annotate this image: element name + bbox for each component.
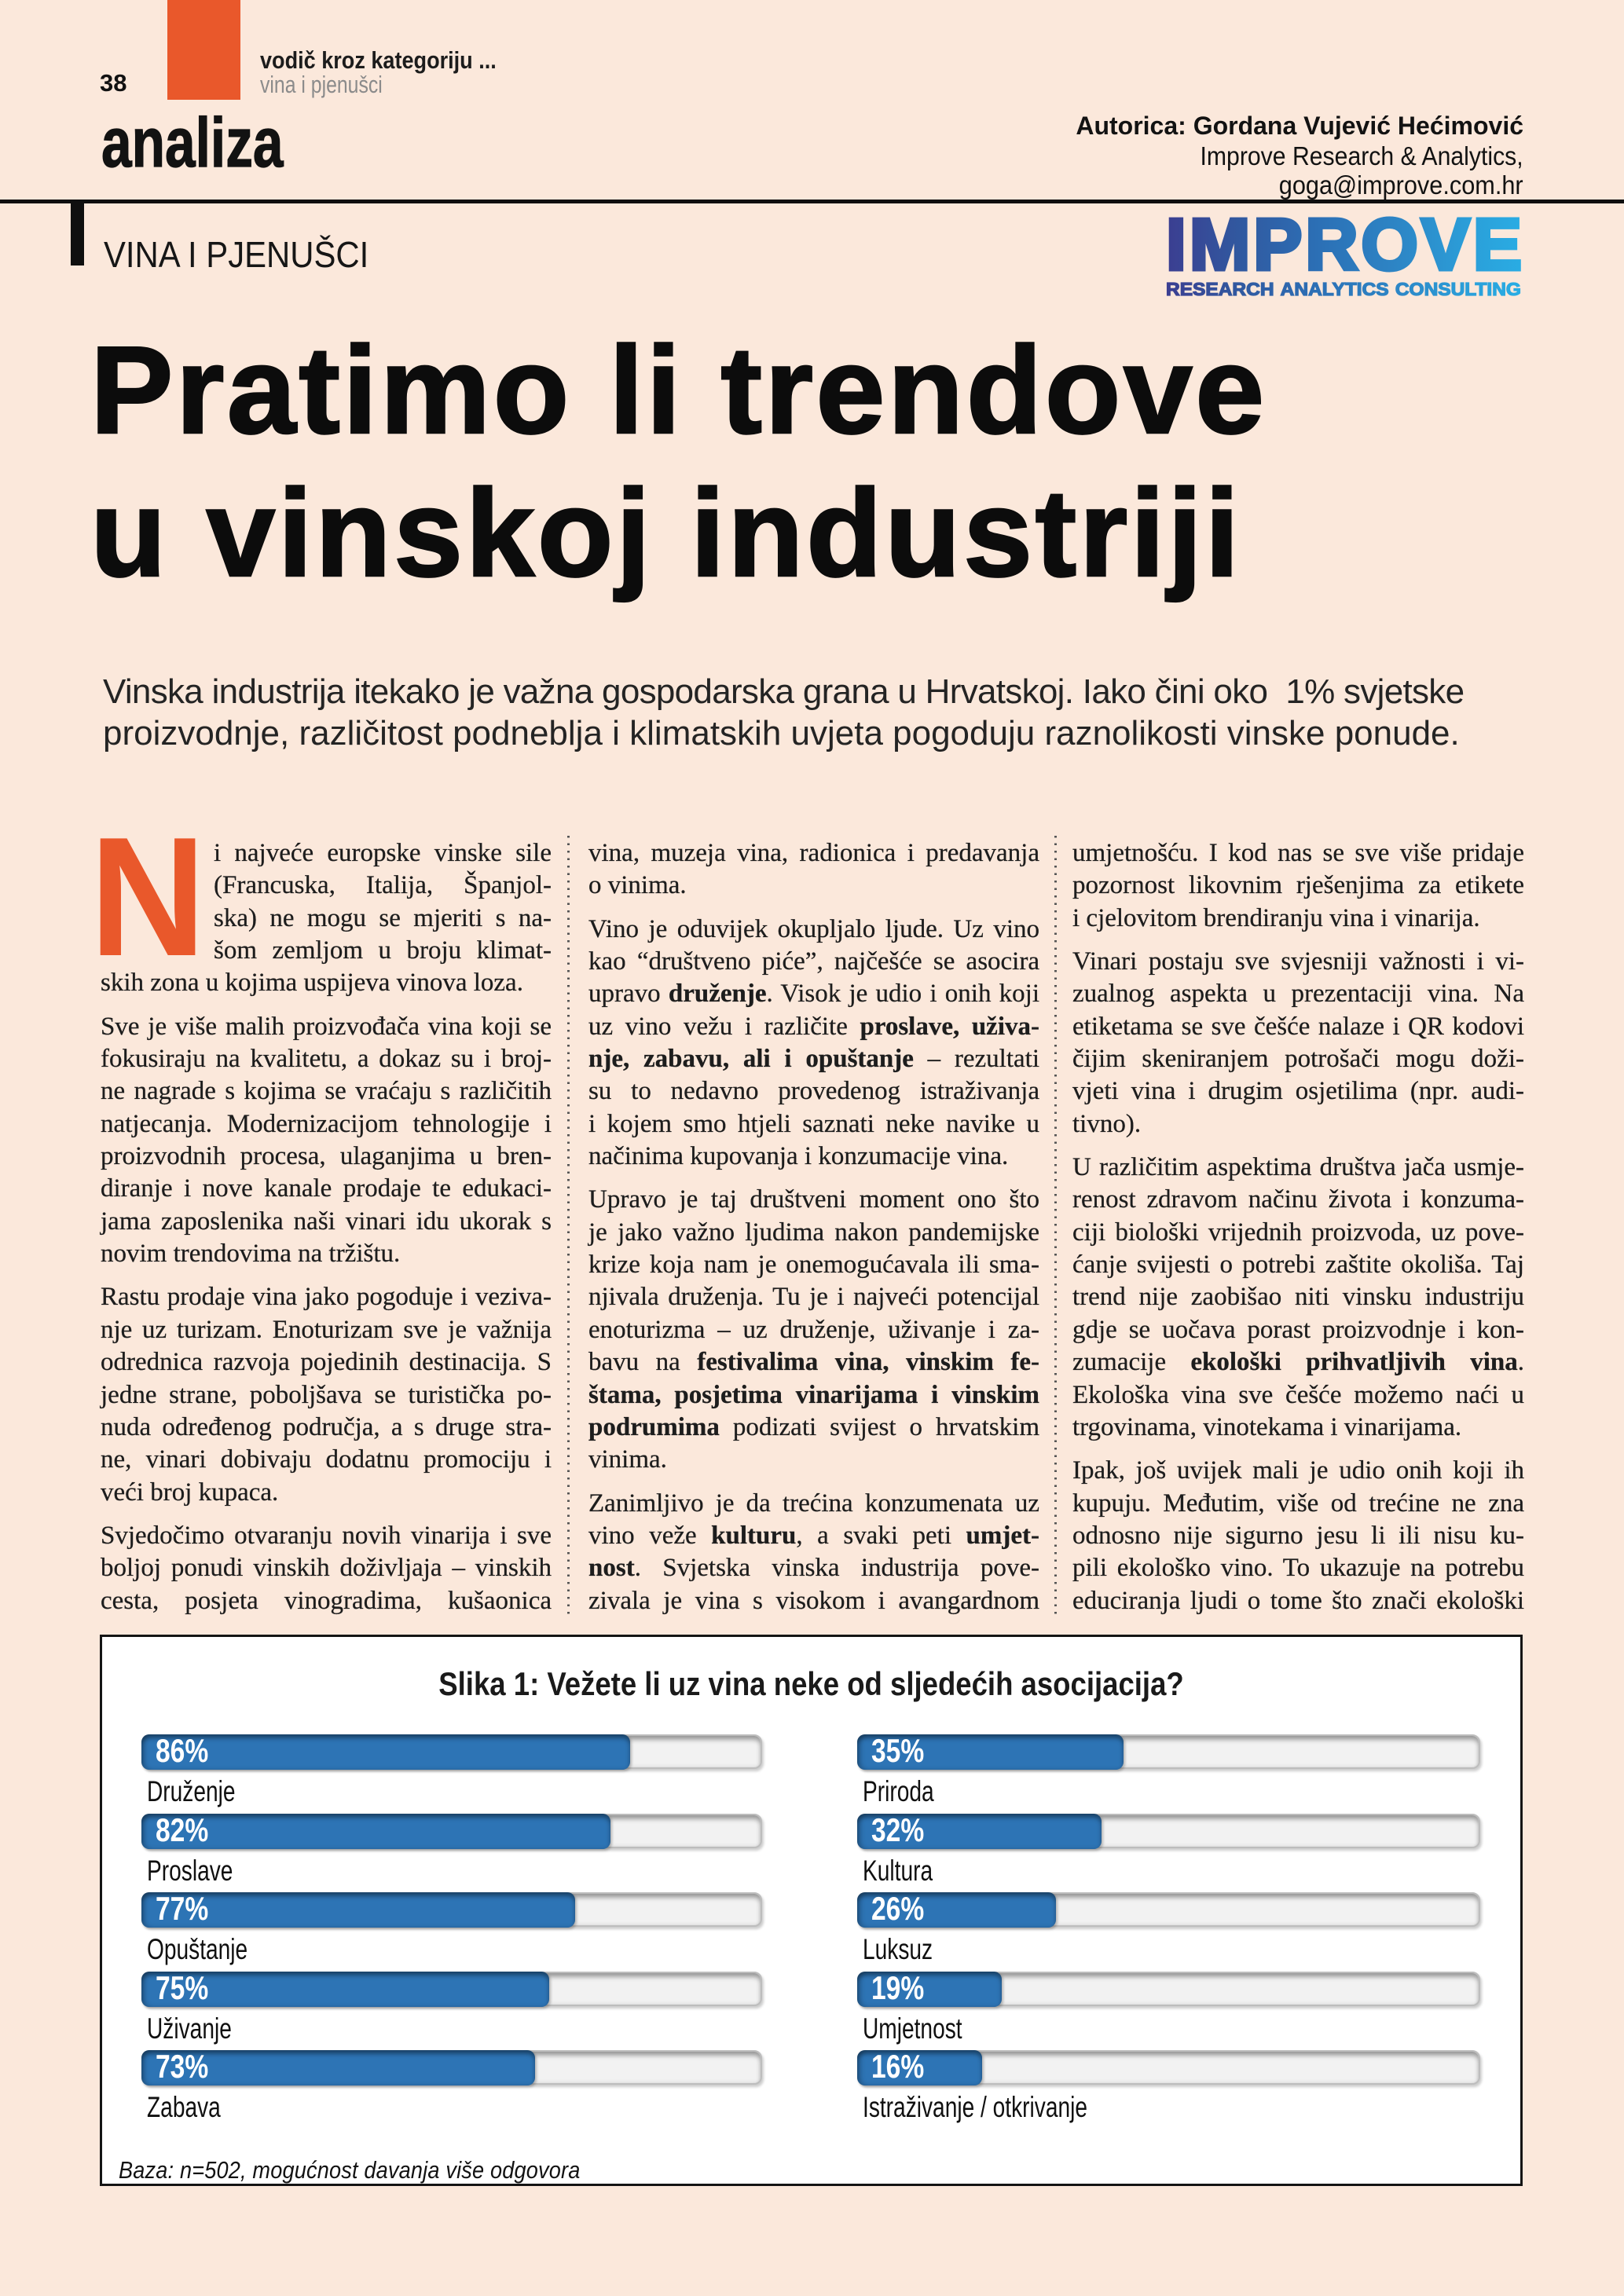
svg-text:RESEARCH ANALYTICS CONSULTING: RESEARCH ANALYTICS CONSULTING: [1166, 279, 1521, 299]
svg-text:IMPROVE: IMPROVE: [1166, 207, 1525, 285]
